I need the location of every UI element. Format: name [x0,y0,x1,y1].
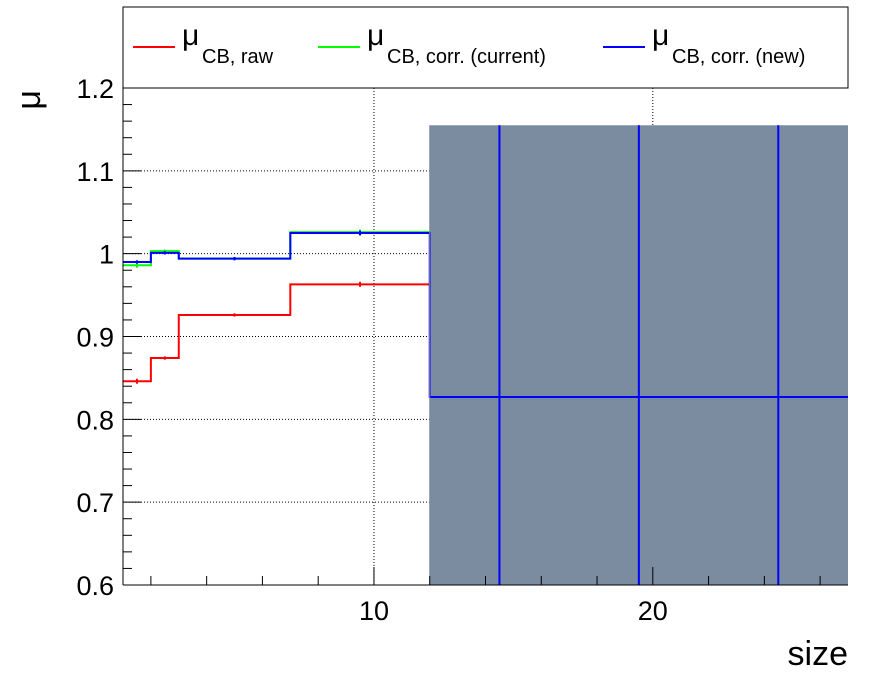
legend-symbol: μ [182,19,199,52]
y-tick-label: 1.1 [76,157,114,187]
tick-labels: 0.6 0.7 0.8 0.9 1 1.1 1.2 10 20 [76,74,667,626]
legend-subscript: CB, corr. (new) [672,46,805,68]
y-tick-label: 0.9 [76,323,114,353]
x-tick-label: 20 [638,596,668,626]
y-tick-label: 0.6 [76,571,114,601]
y-tick-label: 0.8 [76,405,114,435]
series-line-2 [123,231,430,267]
y-tick-label: 0.7 [76,488,114,518]
x-tick-label: 10 [359,596,389,626]
x-axis-title: size [788,635,848,673]
y-axis-title: μ [10,90,48,110]
y-tick-label: 1 [99,240,114,270]
legend-symbol: μ [367,19,384,52]
legend-subscript: CB, raw [202,46,274,68]
legend-box [122,6,849,89]
series-line-1 [123,283,430,383]
series-layer [123,125,848,585]
legend-symbol: μ [652,19,669,52]
legend-subscript: CB, corr. (current) [387,46,546,68]
y-tick-label: 1.2 [76,74,114,104]
